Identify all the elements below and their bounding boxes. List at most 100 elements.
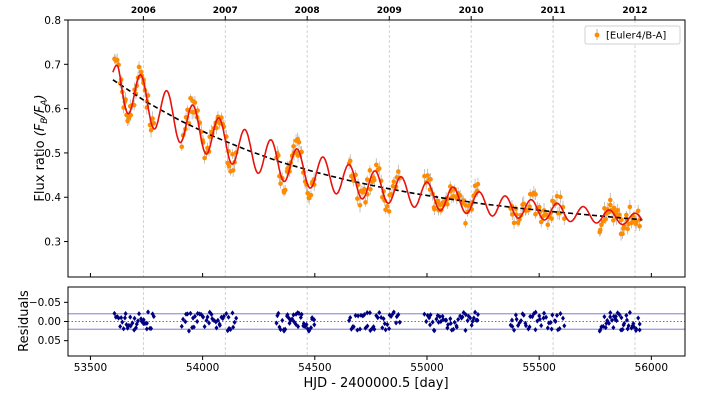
y-tick-label: 0.7 bbox=[44, 59, 61, 71]
residual-point bbox=[452, 319, 457, 325]
data-point bbox=[554, 193, 560, 199]
residual-point bbox=[531, 311, 536, 317]
residual-point bbox=[291, 312, 296, 318]
legend-label: [Euler4/B-A] bbox=[606, 31, 666, 42]
residual-point bbox=[215, 317, 220, 323]
residual-point bbox=[468, 315, 473, 321]
residual-point bbox=[448, 320, 453, 327]
data-point bbox=[367, 168, 373, 173]
residual-point bbox=[209, 311, 214, 317]
top-year-label: 2009 bbox=[377, 6, 402, 16]
x-tick-label: 55000 bbox=[410, 362, 443, 374]
data-point bbox=[151, 120, 157, 126]
data-point bbox=[445, 201, 450, 207]
data-point bbox=[114, 57, 120, 63]
residual-point bbox=[521, 312, 526, 318]
y-tick-label: 0.6 bbox=[44, 104, 61, 116]
residual-point bbox=[290, 316, 295, 322]
residual-point bbox=[394, 320, 399, 326]
top-year-label: 2010 bbox=[459, 6, 484, 16]
residual-point bbox=[613, 313, 618, 320]
residual-point bbox=[181, 316, 186, 322]
data-point bbox=[620, 231, 625, 237]
residual-point bbox=[460, 314, 465, 320]
data-point bbox=[368, 186, 373, 192]
res-y-tick-label: 0.00 bbox=[38, 316, 61, 328]
data-point bbox=[230, 152, 235, 157]
residual-point bbox=[475, 317, 480, 323]
data-point bbox=[362, 186, 367, 192]
residual-point bbox=[558, 310, 563, 317]
x-axis-label: HJD - 2400000.5 [day] bbox=[303, 376, 448, 391]
data-point bbox=[386, 209, 392, 214]
residual-point bbox=[444, 317, 449, 323]
residual-point bbox=[144, 326, 149, 332]
residual-point bbox=[201, 314, 206, 320]
residual-point bbox=[205, 314, 210, 320]
residual-point bbox=[557, 325, 562, 332]
y-tick-label: 0.3 bbox=[44, 237, 61, 249]
x-tick-label: 54500 bbox=[298, 362, 331, 374]
data-point bbox=[599, 222, 604, 228]
residual-point bbox=[440, 313, 445, 319]
residual-point bbox=[454, 324, 459, 330]
residual-point bbox=[550, 312, 555, 318]
residual-point bbox=[214, 325, 219, 331]
data-point bbox=[385, 204, 390, 209]
residual-point bbox=[132, 315, 137, 321]
data-point bbox=[558, 194, 563, 200]
residual-point bbox=[533, 327, 538, 333]
residual-point bbox=[133, 325, 138, 331]
residual-point bbox=[553, 318, 558, 324]
residual-point bbox=[456, 316, 461, 323]
residual-point bbox=[637, 321, 642, 327]
residual-point bbox=[548, 319, 553, 326]
residual-point bbox=[634, 326, 639, 332]
data-point bbox=[533, 211, 538, 217]
residual-point bbox=[297, 310, 302, 317]
data-point bbox=[296, 139, 302, 145]
res-y-tick-label: 0.05 bbox=[38, 335, 61, 347]
residual-point bbox=[308, 325, 313, 331]
data-point bbox=[607, 202, 613, 208]
top-year-label: 2007 bbox=[213, 6, 238, 16]
residual-point bbox=[146, 309, 151, 315]
residual-point bbox=[372, 326, 377, 332]
residual-point bbox=[471, 315, 476, 321]
residual-point bbox=[396, 312, 401, 318]
residual-point bbox=[629, 325, 634, 331]
residual-point bbox=[620, 326, 625, 333]
x-tick-label: 56000 bbox=[635, 362, 668, 374]
residual-point bbox=[473, 309, 478, 315]
residual-point bbox=[391, 309, 396, 315]
data-point bbox=[615, 208, 620, 213]
residual-point bbox=[610, 317, 615, 323]
residual-point bbox=[436, 319, 441, 325]
residual-point bbox=[626, 323, 631, 329]
residual-point bbox=[451, 326, 456, 332]
residual-point bbox=[213, 319, 218, 325]
data-point bbox=[627, 204, 633, 210]
data-point bbox=[538, 219, 544, 225]
residual-point bbox=[112, 310, 117, 317]
top-year-label: 2006 bbox=[131, 6, 156, 16]
data-point bbox=[425, 173, 430, 178]
data-point bbox=[432, 206, 437, 212]
residual-point bbox=[624, 317, 629, 323]
data-point bbox=[619, 217, 624, 223]
residual-point bbox=[368, 327, 373, 334]
residual-point bbox=[527, 324, 532, 330]
data-point bbox=[374, 162, 379, 168]
data-point bbox=[364, 177, 370, 182]
residual-point bbox=[466, 313, 471, 319]
residual-point bbox=[428, 312, 433, 318]
residual-point bbox=[141, 317, 146, 323]
residual-point bbox=[139, 316, 144, 322]
residual-point bbox=[287, 315, 292, 321]
residual-point bbox=[186, 328, 191, 334]
residual-point bbox=[608, 314, 613, 320]
residual-point bbox=[463, 327, 468, 333]
residual-point bbox=[274, 320, 279, 326]
residual-point bbox=[179, 323, 184, 329]
data-point bbox=[299, 149, 304, 155]
